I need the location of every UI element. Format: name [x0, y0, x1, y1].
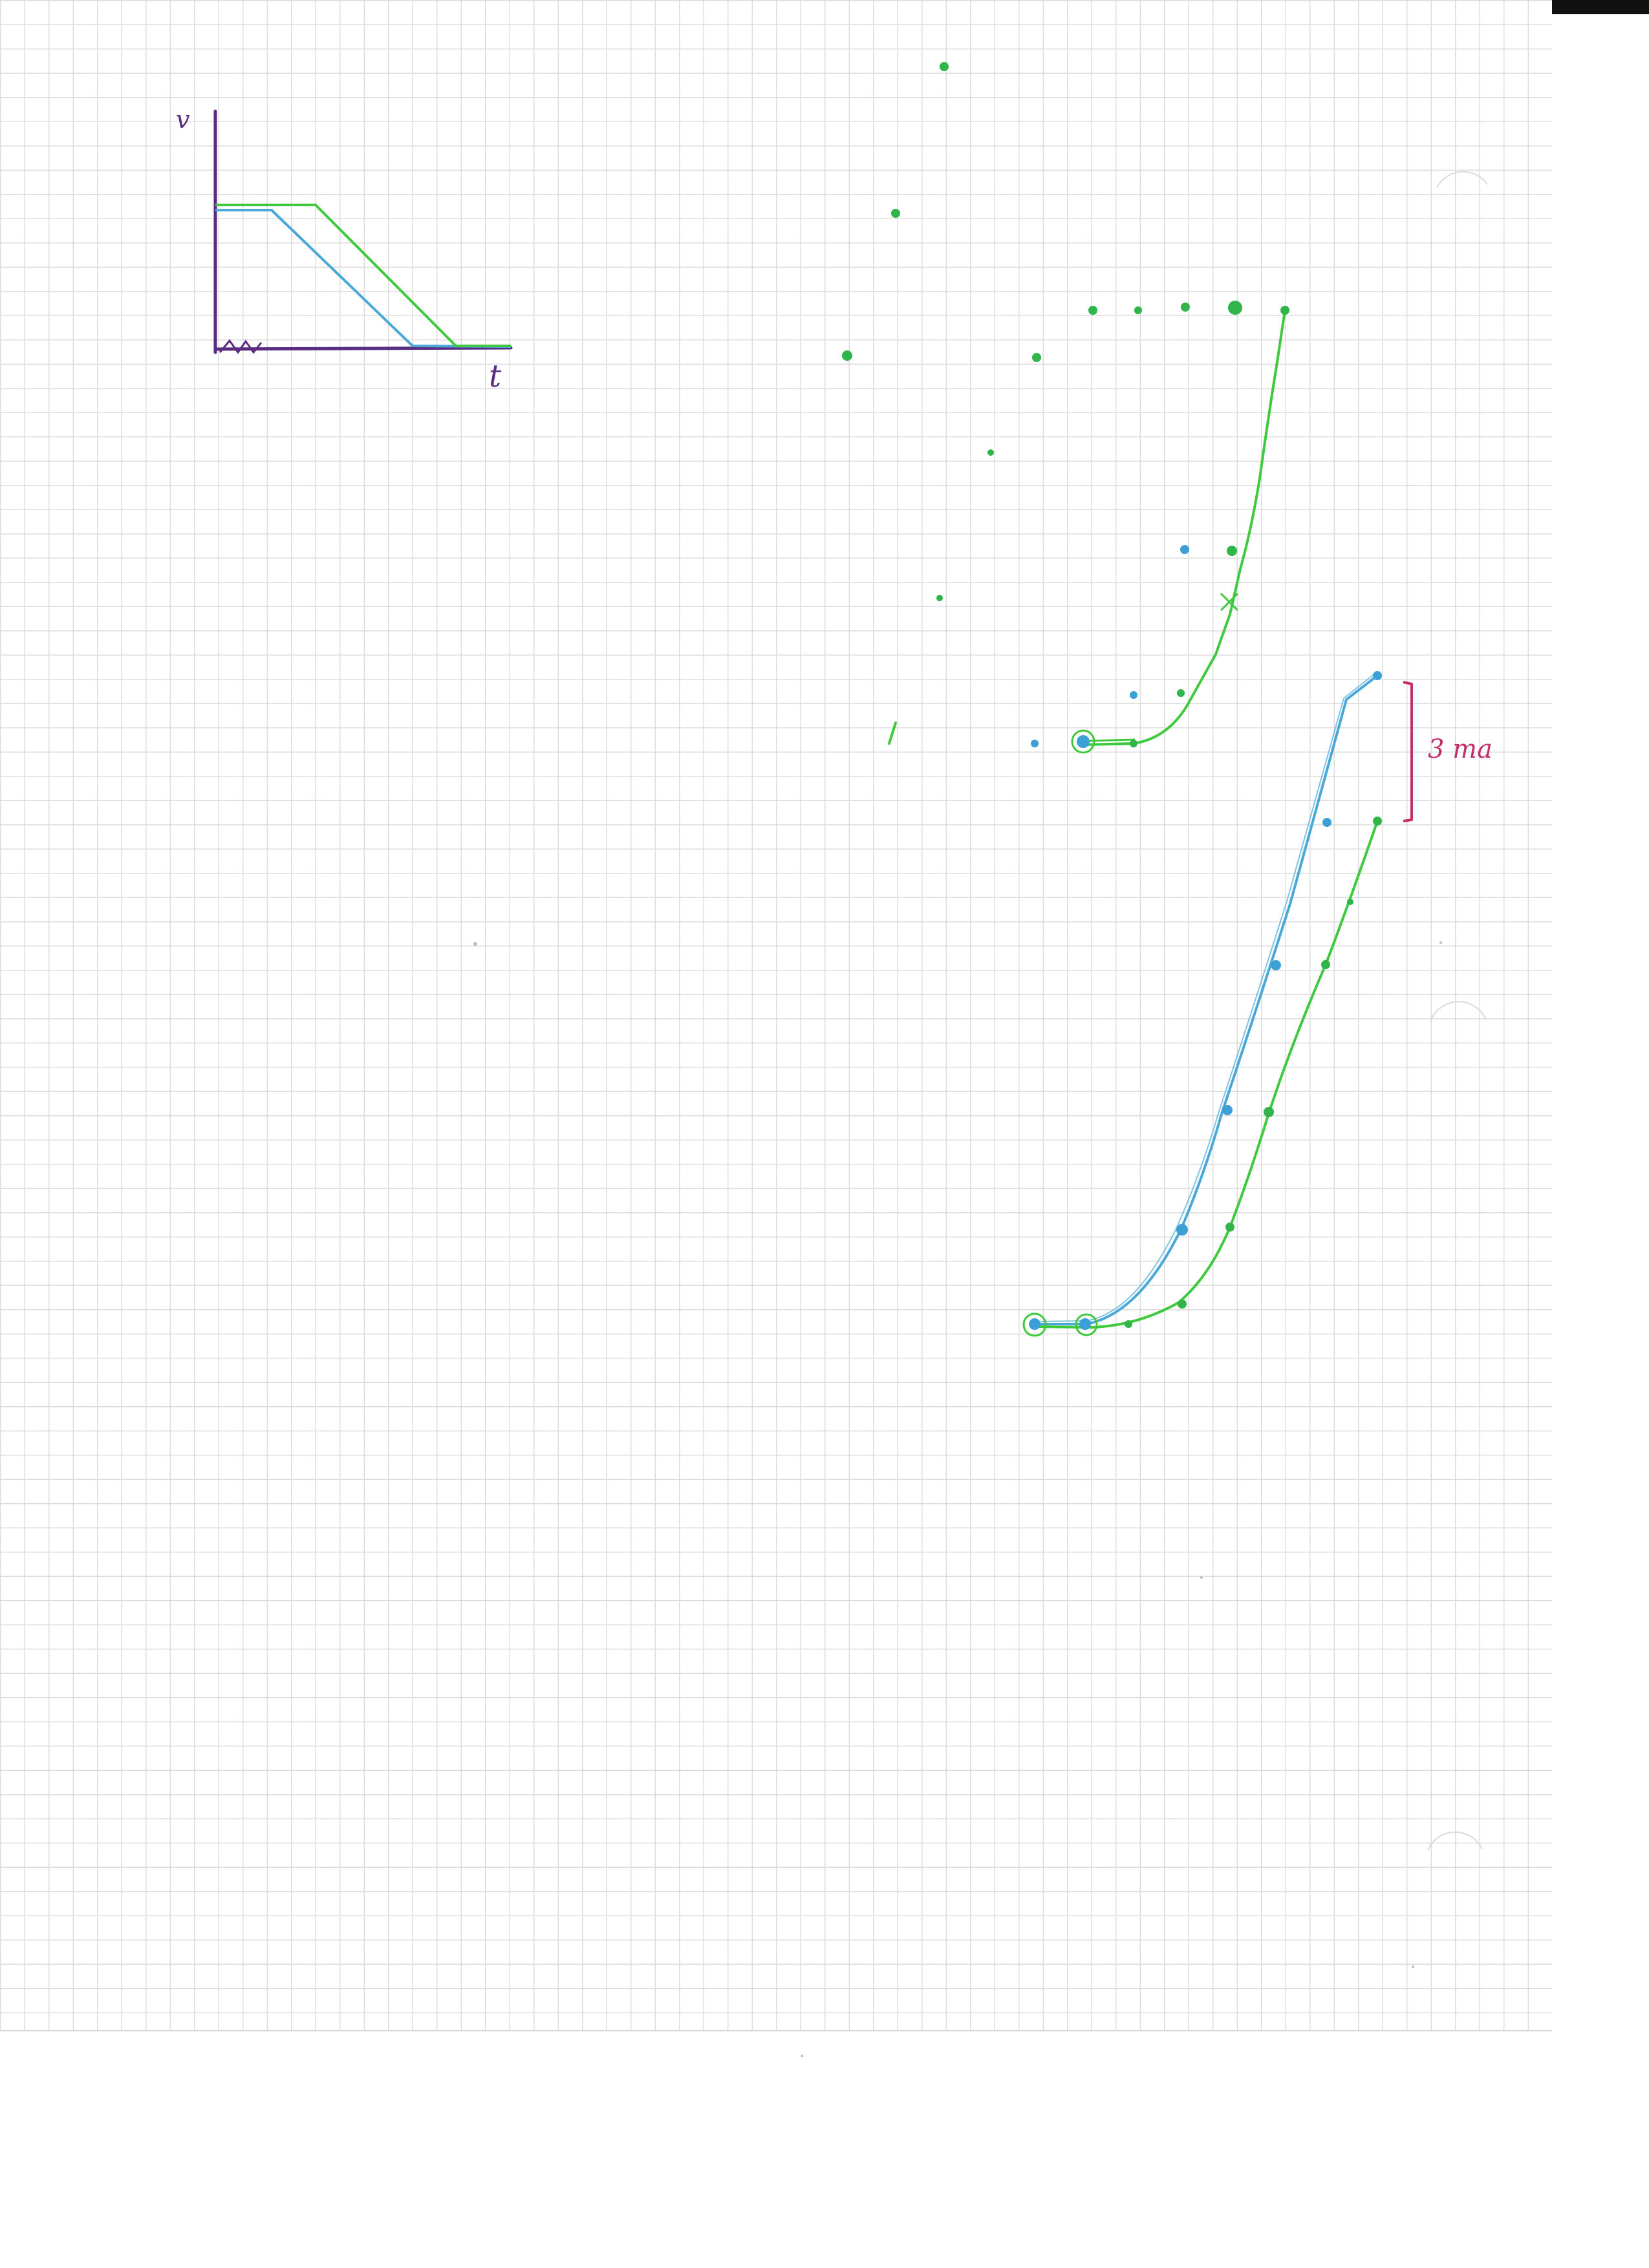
- blue-point: [1222, 1105, 1233, 1115]
- blue-point: [1130, 691, 1137, 699]
- green-point: [891, 209, 900, 218]
- punch-hole-mark: [1430, 1001, 1487, 1022]
- green-point: [1228, 301, 1242, 315]
- blue-point: [1373, 671, 1382, 680]
- punch-hole-mark: [1427, 1831, 1483, 1851]
- green-point: [1125, 1320, 1132, 1328]
- green-point: [1347, 899, 1353, 905]
- bracket-line: [1403, 681, 1413, 822]
- green-point: [1178, 1300, 1187, 1309]
- green-point: [1032, 353, 1041, 362]
- grid-paper-sheet: [0, 0, 1552, 2031]
- blue-point: [1322, 818, 1331, 827]
- green-point: [1134, 306, 1142, 314]
- blue-point: [1031, 740, 1039, 747]
- lower-start-ring: [1022, 1312, 1047, 1337]
- speck: [1200, 1576, 1203, 1579]
- green-point: [1130, 740, 1137, 747]
- punch-hole-marks: [1427, 171, 1488, 1851]
- green-point: [1181, 303, 1190, 312]
- upper-start-ring: [1071, 729, 1095, 754]
- upper-blue-points: [1031, 545, 1189, 748]
- sketch-x-axis-label: t: [489, 358, 502, 394]
- speck: [801, 2055, 803, 2057]
- lower-blue-points: [1029, 671, 1382, 1330]
- green-point: [1264, 1107, 1274, 1117]
- lower-blue-curve-retrace: [1037, 673, 1375, 1322]
- punch-hole-mark: [1436, 171, 1488, 188]
- sketch-blue-line: [215, 209, 512, 348]
- blue-point: [1029, 1318, 1040, 1330]
- lower-blue-curve: [1033, 674, 1379, 1325]
- upper-green-points: [842, 62, 1289, 747]
- upper-green-curve: [1080, 309, 1286, 746]
- upper-cross-mark: [1220, 592, 1239, 612]
- green-point: [1373, 817, 1382, 826]
- speck: [1439, 941, 1442, 944]
- speck: [473, 942, 477, 946]
- lower-green-curve: [1033, 820, 1379, 1329]
- sketch-graph: v t: [176, 105, 513, 394]
- green-point: [1280, 306, 1289, 315]
- blue-point: [1079, 1318, 1091, 1330]
- blue-point: [1077, 735, 1090, 748]
- green-point: [1227, 546, 1237, 556]
- lower-trajectories: [1022, 671, 1382, 1337]
- sketch-y-axis-label: v: [176, 105, 190, 134]
- green-point: [1321, 960, 1330, 969]
- speck: [1412, 1965, 1414, 1968]
- green-point: [1177, 689, 1185, 697]
- upper-stray-tick: [888, 722, 897, 745]
- lower-green-points: [1125, 817, 1382, 1328]
- upper-trajectory: [842, 62, 1289, 754]
- sketch-x-axis: [213, 346, 513, 351]
- bracket-label: 3 ma: [1428, 734, 1493, 764]
- green-point: [842, 350, 852, 361]
- green-point: [1088, 306, 1097, 315]
- scanner-specks: [473, 941, 1442, 2057]
- green-point: [1225, 1223, 1234, 1232]
- green-point: [987, 449, 994, 456]
- green-point: [936, 595, 943, 601]
- blue-point: [1271, 960, 1281, 970]
- bracket-annotation: 3 ma: [1403, 681, 1493, 822]
- blue-point: [1180, 545, 1189, 554]
- green-point: [940, 62, 949, 71]
- lower-second-ring: [1075, 1313, 1098, 1336]
- sketch-axis-scribble: [219, 339, 263, 354]
- sketch-green-line: [215, 204, 511, 347]
- blue-point: [1176, 1224, 1188, 1236]
- scanner-edge-mark: [1552, 0, 1649, 14]
